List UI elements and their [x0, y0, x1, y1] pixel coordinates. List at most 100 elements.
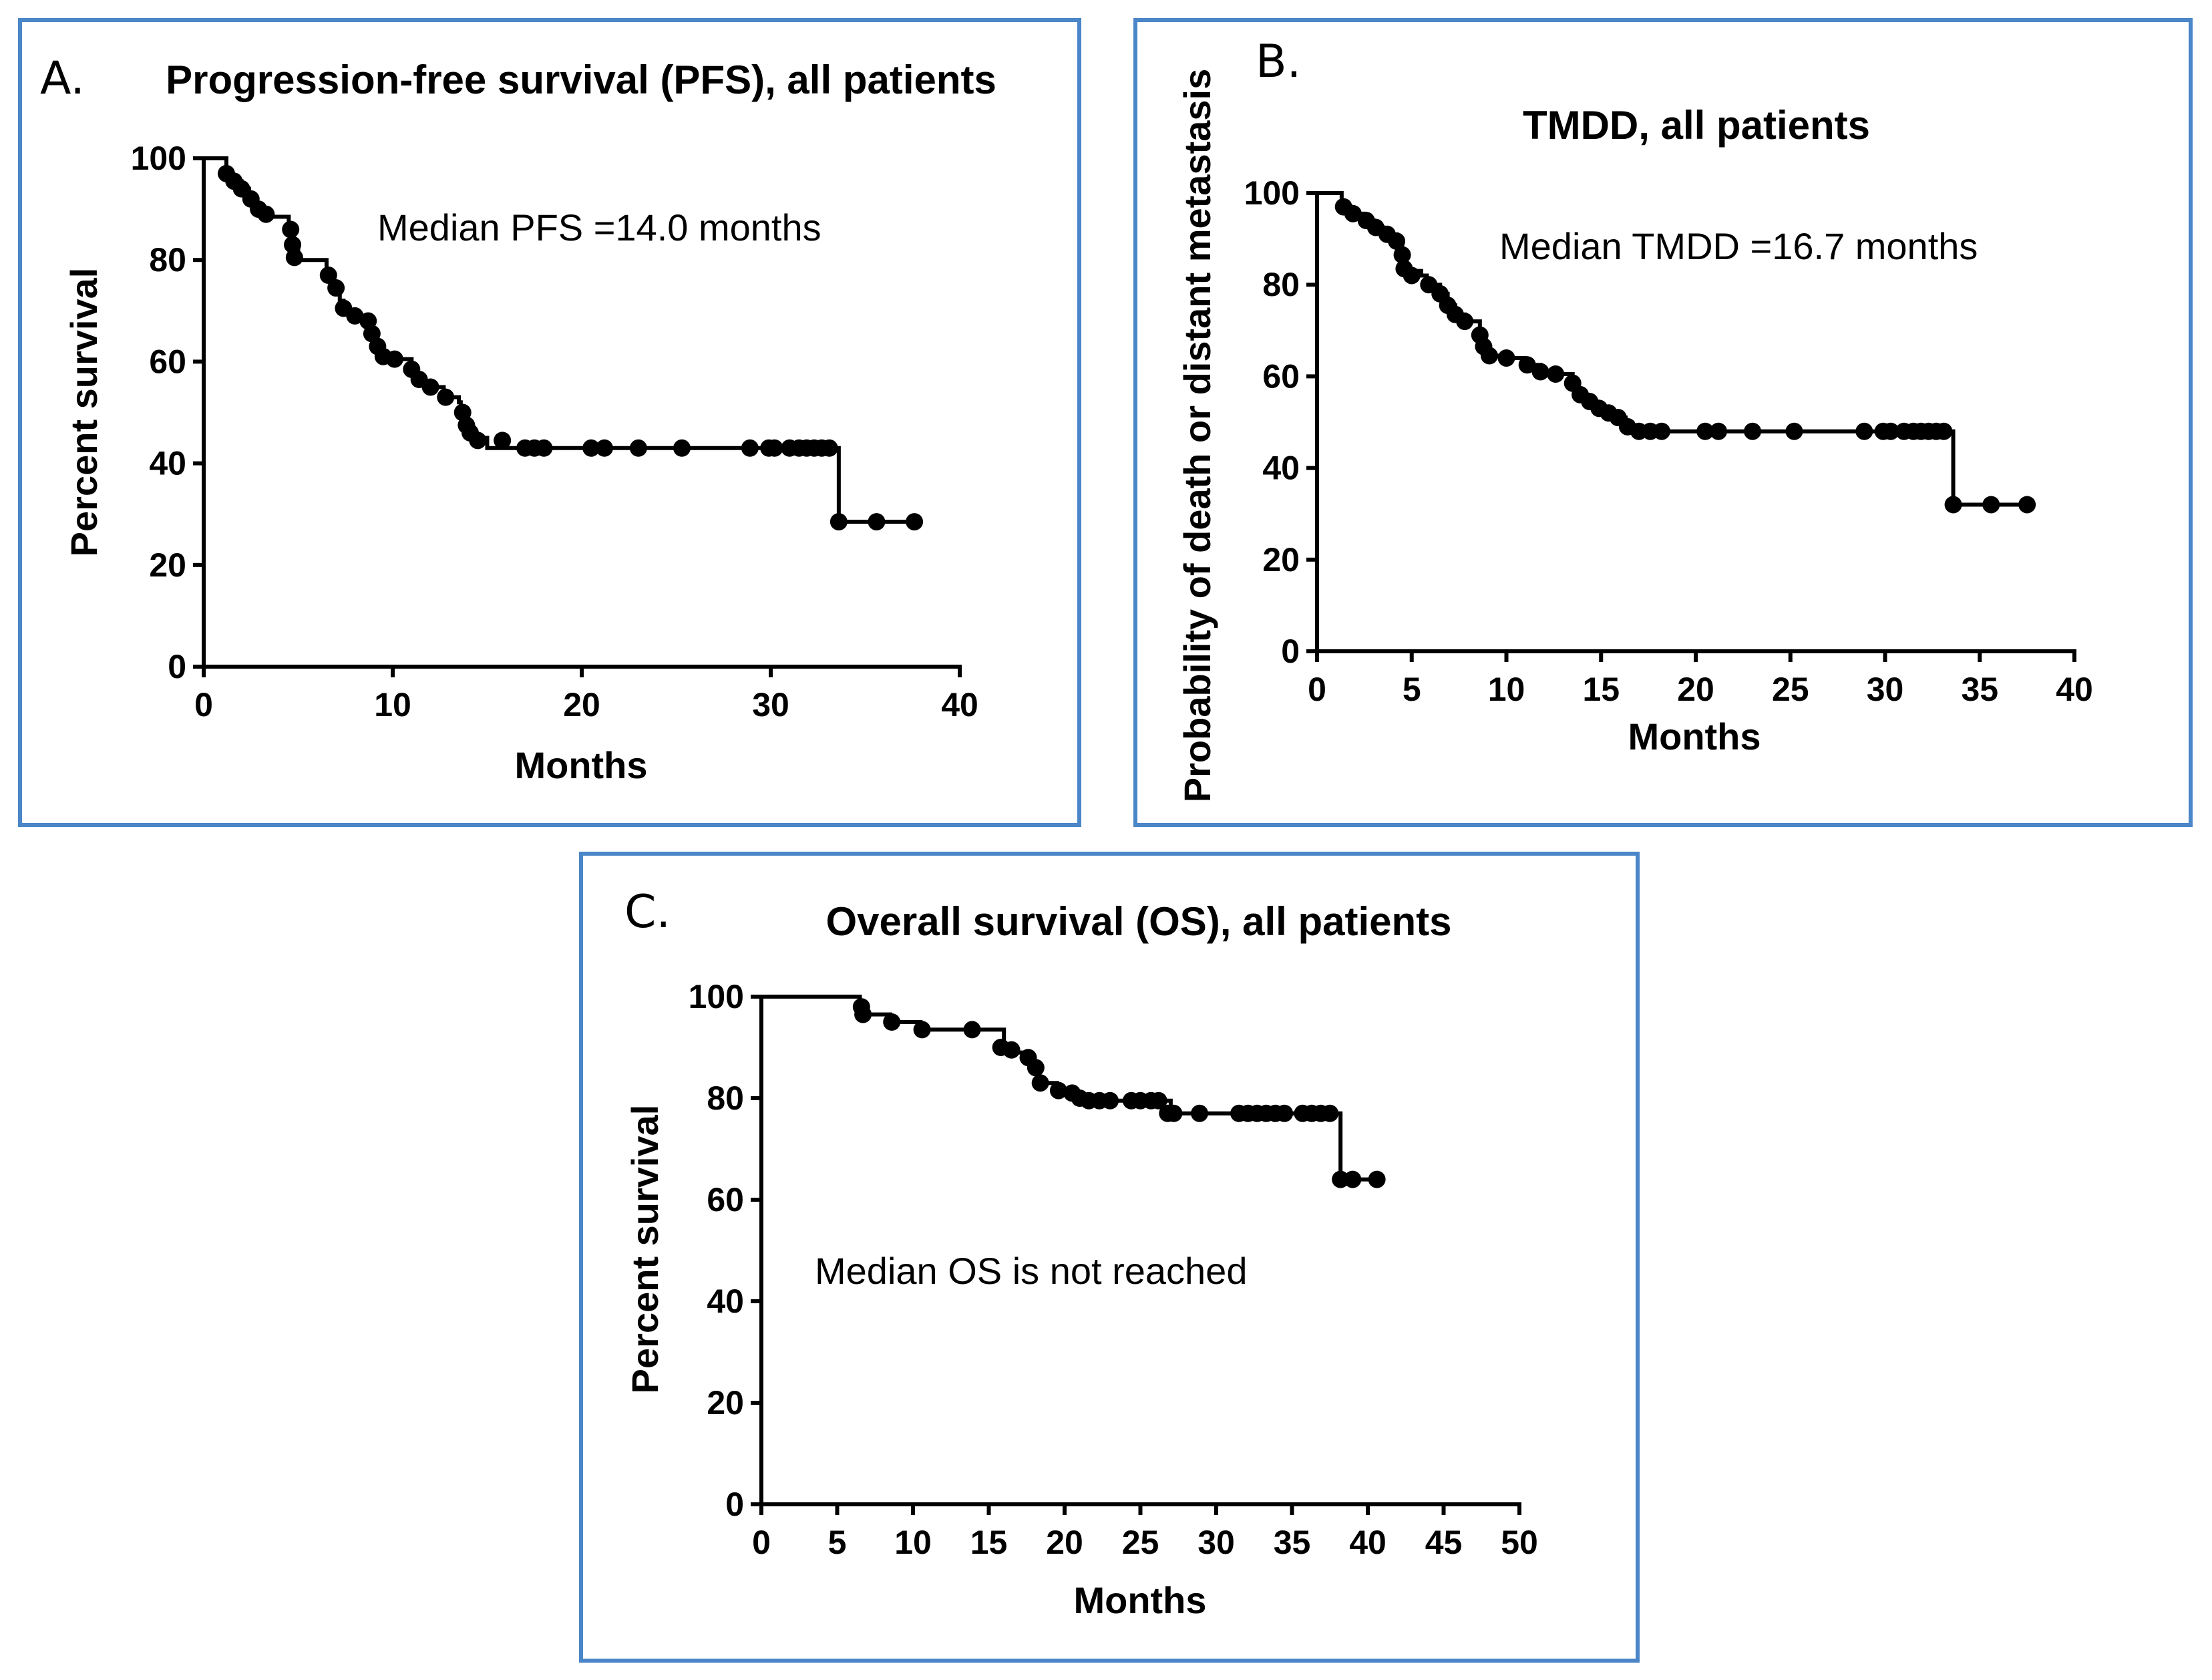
panel-c-x-tick-label: 40: [1349, 1524, 1387, 1561]
panel-a-censor-point: [906, 513, 924, 531]
panel-a-censor-point: [820, 439, 838, 457]
panel-b-x-tick-label: 15: [1582, 671, 1620, 708]
panel-b-tmdd-chart: B. TMDD, all patients Median TMDD =16.7 …: [1133, 18, 2193, 827]
panel-c-y-tick-label: 40: [707, 1283, 744, 1320]
panel-b-censor-point: [1785, 422, 1803, 440]
panel-a-censor-point: [282, 220, 300, 238]
panel-b-y-tick-label: 60: [1262, 357, 1300, 395]
panel-a-censor-point: [765, 439, 783, 457]
panel-a-censor-point: [741, 439, 759, 457]
panel-c-censor-point: [1027, 1059, 1045, 1077]
panel-a-median-annotation: Median PFS =14.0 months: [377, 206, 821, 248]
panel-b-x-tick-label: 0: [1308, 671, 1326, 708]
panel-b-y-axis-title: Probability of death or distant metastas…: [1176, 69, 1218, 802]
panel-b-censor-point: [1403, 267, 1421, 285]
panel-b-censor-point: [1388, 232, 1406, 250]
panel-b-censor-point: [1744, 422, 1762, 440]
panel-b-median-annotation: Median TMDD =16.7 months: [1499, 225, 1978, 267]
panel-c-censor-point: [963, 1021, 981, 1039]
panel-a-censor-point: [437, 388, 455, 406]
panel-c-y-tick-label: 0: [725, 1486, 744, 1523]
panel-c-censor-point: [883, 1013, 901, 1031]
panel-c-censor-point: [1101, 1091, 1119, 1110]
panel-a-censor-point: [494, 432, 512, 450]
panel-c-x-tick-label: 30: [1197, 1524, 1235, 1561]
panel-a-x-tick-label: 30: [752, 686, 789, 723]
panel-b-censor-point: [1710, 422, 1728, 440]
panel-b-x-tick-label: 25: [1772, 671, 1809, 708]
panel-b-censor-point: [1944, 496, 1962, 514]
panel-a-censor-point: [346, 307, 364, 325]
panel-c-censor-point: [1002, 1041, 1021, 1059]
panel-a-y-axis-title: Percent survival: [63, 268, 105, 557]
panel-c-y-tick-label: 60: [707, 1181, 744, 1218]
panel-a-censor-point: [285, 248, 303, 267]
panel-c-censor-point: [1344, 1170, 1362, 1188]
panel-c-x-tick-label: 35: [1274, 1524, 1311, 1561]
panel-b-y-tick-label: 20: [1262, 541, 1300, 578]
panel-a-censor-point: [595, 439, 613, 457]
panel-c-censor-point: [1332, 1170, 1350, 1188]
panel-c-title: Overall survival (OS), all patients: [825, 899, 1451, 944]
panel-a-y-tick-label: 60: [149, 343, 186, 380]
panel-c-censor-point: [1149, 1091, 1167, 1110]
panel-c-censor-point: [1165, 1104, 1183, 1122]
panel-a-x-tick-label: 10: [374, 686, 411, 723]
panel-c-y-axis-title: Percent survival: [624, 1105, 666, 1394]
panel-b-title: TMDD, all patients: [1523, 103, 1870, 148]
panel-b-letter: B.: [1256, 35, 1301, 88]
panel-a-y-tick-label: 0: [168, 648, 186, 685]
panel-b-x-tick-label: 5: [1403, 671, 1421, 708]
panel-b-censor-point: [1518, 356, 1536, 374]
panel-c-median-annotation: Median OS is not reached: [815, 1250, 1247, 1292]
panel-b-x-tick-label: 40: [2056, 671, 2093, 708]
panel-c-os-chart: C. Overall survival (OS), all patients M…: [579, 852, 1640, 1663]
panel-a-censor-point: [421, 378, 439, 396]
panel-c-border: [579, 852, 1640, 1663]
panel-a-x-tick-label: 20: [563, 686, 600, 723]
panel-c-censor-point: [1321, 1104, 1339, 1122]
panel-c-x-tick-label: 45: [1425, 1524, 1463, 1561]
panel-a-censor-point: [284, 236, 302, 254]
panel-c-x-tick-label: 20: [1046, 1524, 1083, 1561]
panel-a-y-tick-label: 80: [149, 241, 186, 279]
panel-a-border: [18, 18, 1081, 827]
panel-b-censor-point: [1497, 349, 1515, 367]
panel-b-border: [1133, 18, 2193, 827]
panel-a-censor-point: [385, 350, 403, 368]
panel-b-censor-point: [1531, 363, 1549, 381]
panel-c-y-tick-label: 100: [689, 978, 744, 1015]
panel-c-censor-point: [1191, 1104, 1209, 1122]
panel-b-censor-point: [1652, 422, 1670, 440]
panel-a-pfs-chart: A. Progression-free survival (PFS), all …: [18, 18, 1081, 827]
panel-a-letter: A.: [40, 52, 85, 105]
panel-c-x-tick-label: 50: [1501, 1524, 1538, 1561]
panel-a-censor-point: [257, 205, 275, 223]
panel-a-censor-point: [319, 267, 337, 285]
panel-b-x-axis-title: Months: [1628, 715, 1761, 758]
panel-c-x-tick-label: 5: [828, 1524, 847, 1561]
panel-a-x-tick-label: 40: [941, 686, 978, 723]
panel-c-censor-point: [1049, 1081, 1067, 1100]
panel-b-censor-point: [1456, 313, 1474, 331]
panel-b-censor-point: [1935, 422, 1953, 440]
panel-b-censor-point: [1393, 246, 1411, 264]
panel-a-censor-point: [582, 439, 600, 457]
panel-a-y-tick-label: 100: [131, 140, 186, 177]
panel-c-censor-point: [1031, 1074, 1049, 1092]
panel-b-x-tick-label: 30: [1867, 671, 1904, 708]
panel-c-y-tick-label: 80: [707, 1079, 744, 1117]
panel-a-censor-point: [673, 439, 691, 457]
panel-a-title: Progression-free survival (PFS), all pat…: [166, 57, 996, 102]
panel-a-censor-point: [868, 513, 886, 531]
panel-a-censor-point: [327, 279, 345, 297]
panel-c-censor-point: [1368, 1170, 1386, 1188]
panel-b-censor-point: [1882, 422, 1900, 440]
panel-b-y-tick-label: 100: [1244, 174, 1300, 212]
panel-a-censor-point: [469, 432, 487, 450]
panel-b-y-tick-label: 40: [1262, 450, 1300, 487]
panel-c-x-tick-label: 25: [1122, 1524, 1159, 1561]
panel-b-censor-point: [1344, 204, 1362, 222]
panel-b-censor-point: [2018, 496, 2036, 514]
panel-c-x-tick-label: 10: [894, 1524, 932, 1561]
